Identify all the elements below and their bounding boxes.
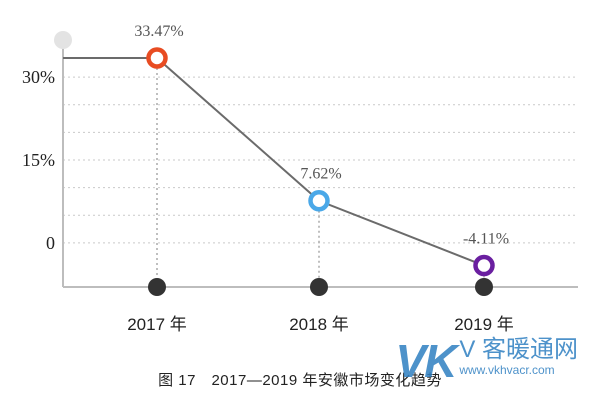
data-markers	[146, 47, 495, 296]
axis-point	[310, 278, 328, 296]
data-point	[146, 47, 168, 69]
y-tick-label: 0	[46, 233, 55, 253]
series-line	[63, 57, 485, 267]
data-point	[308, 189, 330, 212]
figure-caption: 图 17 2017—2019 年安徽市场变化趋势	[158, 372, 442, 389]
data-label: 7.62%	[300, 166, 341, 183]
y-tick-label: 30%	[22, 67, 55, 87]
axes	[54, 31, 578, 288]
x-category-label: 2017 年	[127, 315, 187, 334]
x-category-label: 2019 年	[454, 315, 514, 334]
watermark-logo: VK V 客暖通网 www.vkhvacr.com	[395, 335, 578, 387]
x-category-label: 2018 年	[289, 315, 349, 334]
y-tick-label: 15%	[22, 150, 55, 170]
watermark-url: www.vkhvacr.com	[459, 363, 555, 377]
data-labels: 33.47% 7.62% -4.11%	[134, 23, 509, 248]
x-category-labels: 2017 年 2018 年 2019 年	[127, 315, 514, 334]
y-tick-labels: 0 15% 30%	[22, 67, 55, 253]
watermark-logo-mark: VK	[395, 335, 457, 387]
watermark-brand: V 客暖通网	[459, 336, 578, 363]
axis-point	[475, 278, 493, 296]
data-label: -4.11%	[463, 231, 509, 248]
gridlines	[63, 76, 578, 244]
series-path	[156, 57, 485, 267]
axis-top-cap	[54, 31, 72, 49]
data-label: 33.47%	[134, 23, 183, 40]
axis-point	[148, 278, 166, 296]
data-point	[473, 254, 495, 277]
